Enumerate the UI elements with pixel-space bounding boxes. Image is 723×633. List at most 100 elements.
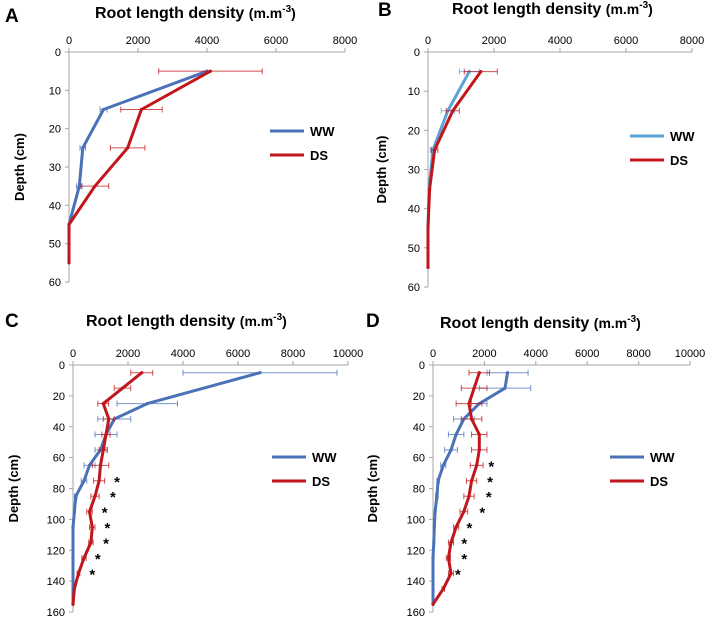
- significance-marker: *: [461, 536, 467, 553]
- panel-label: A: [5, 6, 19, 27]
- x-tick-label: 10000: [675, 348, 706, 360]
- series-ds-point: [467, 402, 470, 405]
- panel-label: D: [366, 311, 380, 332]
- series-ww-point: [506, 371, 509, 374]
- series-ds-point: [93, 185, 96, 188]
- x-tick-label: 10000: [333, 348, 364, 360]
- series-ww-point: [78, 185, 81, 188]
- significance-marker: *: [103, 536, 109, 553]
- significance-marker: *: [467, 520, 473, 537]
- y-tick-label: 30: [49, 162, 61, 174]
- x-tick-label: 4000: [548, 35, 572, 47]
- title-unit-end: ): [648, 1, 653, 17]
- series-ds-point: [431, 603, 434, 606]
- y-tick-label: 0: [419, 360, 425, 372]
- series-ww-point: [82, 479, 85, 482]
- series-ds-point: [426, 227, 429, 230]
- title-unit-end: ): [291, 5, 296, 21]
- x-tick-label: 6000: [264, 35, 288, 47]
- y-tick-label: 20: [49, 124, 61, 136]
- panel-d: D Root length density (m.m-3)0 2000 4000 600…: [365, 311, 705, 619]
- series-ds-point: [449, 572, 452, 575]
- significance-marker: *: [461, 551, 467, 568]
- series-ww-point: [431, 587, 434, 590]
- significance-marker: *: [110, 489, 116, 506]
- x-tick-label: 2000: [472, 348, 496, 360]
- title-unit-end: ): [636, 315, 641, 331]
- y-tick-label: 10: [49, 85, 61, 97]
- series-ds-point: [451, 109, 454, 112]
- series-ww-point: [258, 371, 261, 374]
- series-ds-point: [462, 510, 465, 513]
- series-ds-point: [107, 417, 110, 420]
- y-tick-label: 60: [49, 277, 61, 289]
- series-ds-point: [426, 266, 429, 269]
- series-ds-point: [433, 148, 436, 151]
- series-ds-point: [98, 479, 101, 482]
- x-tick-label: 0: [430, 348, 436, 360]
- series-ds-point: [126, 146, 129, 149]
- series-ds-point: [209, 70, 212, 73]
- series-ww-line: [428, 72, 469, 268]
- y-tick-label: 140: [407, 576, 425, 588]
- series-ww-point: [71, 556, 74, 559]
- y-tick-label: 120: [47, 545, 65, 557]
- significance-marker: *: [89, 566, 95, 583]
- series-ds-point: [104, 433, 107, 436]
- y-tick-label: 40: [53, 422, 65, 434]
- legend-label-ww: WW: [650, 450, 675, 465]
- series-ds-point: [89, 541, 92, 544]
- series-ww-point: [435, 495, 438, 498]
- significance-marker: *: [102, 505, 108, 522]
- y-tick-label: 40: [413, 422, 425, 434]
- series-ds-point: [82, 556, 85, 559]
- series-ds-point: [93, 495, 96, 498]
- y-tick-label: 100: [47, 514, 65, 526]
- y-tick-label: 60: [413, 453, 425, 465]
- y-tick-label: 40: [49, 200, 61, 212]
- series-ds-point: [140, 371, 143, 374]
- series-ww-point: [437, 479, 440, 482]
- x-tick-label: 0: [425, 35, 431, 47]
- series-ww-point: [71, 572, 74, 575]
- x-tick-label: 4000: [195, 35, 219, 47]
- y-tick-label: 60: [408, 282, 420, 294]
- x-tick-label: 8000: [626, 348, 650, 360]
- y-tick-label: 60: [53, 453, 65, 465]
- y-tick-label: 30: [408, 165, 420, 177]
- y-axis-label: Depth (cm): [365, 455, 380, 523]
- y-tick-label: 20: [413, 391, 425, 403]
- significance-marker: *: [114, 474, 120, 491]
- x-tick-label: 8000: [333, 35, 357, 47]
- series-ds-point: [467, 495, 470, 498]
- y-tick-label: 0: [414, 47, 420, 59]
- series-ds-point: [470, 417, 473, 420]
- series-ww-point: [431, 572, 434, 575]
- series-ww-point: [102, 108, 105, 111]
- series-ds-point: [88, 510, 91, 513]
- panel-a: A Root length density (m.m-3)0 2000 4000 600…: [5, 4, 357, 289]
- significance-marker: *: [95, 551, 101, 568]
- series-ww-point: [433, 510, 436, 513]
- series-ds-point: [67, 261, 70, 264]
- series-ww-line: [73, 373, 260, 605]
- chart-title: Root length density (m.m-3): [95, 4, 296, 22]
- significance-marker: *: [455, 566, 461, 583]
- series-ds-point: [102, 448, 105, 451]
- series-ds-point: [447, 556, 450, 559]
- legend-label-ds: DS: [310, 148, 328, 163]
- series-ww-point: [433, 525, 436, 528]
- y-tick-label: 20: [408, 125, 420, 137]
- series-ds-line: [73, 373, 142, 605]
- y-tick-label: 50: [49, 239, 61, 251]
- series-ww-point: [449, 448, 452, 451]
- y-tick-label: 120: [407, 545, 425, 557]
- series-ds-point: [99, 464, 102, 467]
- x-tick-label: 2000: [482, 35, 506, 47]
- y-tick-label: 20: [53, 391, 65, 403]
- series-ww-point: [432, 541, 435, 544]
- panel-c: C Root length density (m.m-3)0 2000 4000 600…: [5, 311, 363, 619]
- x-tick-label: 8000: [281, 348, 305, 360]
- y-tick-label: 140: [47, 576, 65, 588]
- x-tick-label: 0: [66, 35, 72, 47]
